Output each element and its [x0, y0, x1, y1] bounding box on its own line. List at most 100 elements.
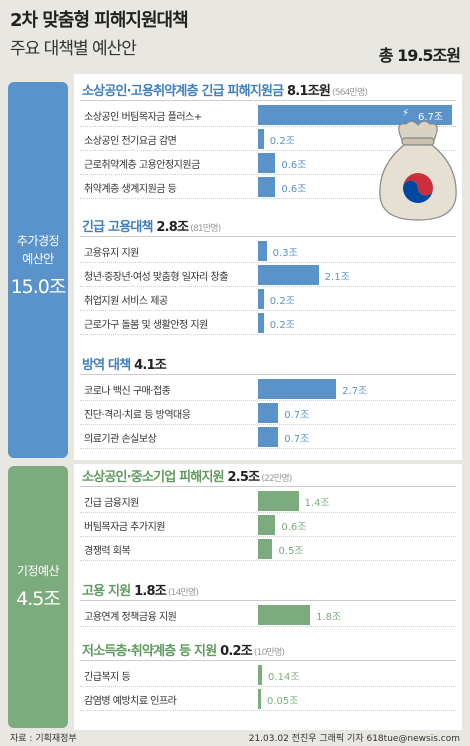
- bar-label: 코로나 백신 구매·접종: [84, 386, 171, 397]
- bar: [258, 427, 279, 447]
- bar: [258, 105, 452, 125]
- bar-label: 청년·중장년·여성 맞춤형 일자리 창출: [84, 272, 228, 283]
- bar-value: 1.8조: [316, 612, 342, 623]
- bar: [258, 313, 264, 333]
- bar-label: 의료기관 손실보상: [84, 434, 157, 445]
- bar-row: 진단·격리·치료 등 방역대응 0.7조: [80, 402, 456, 425]
- bar-label: 근로가구 돌봄 및 생활안정 지원: [84, 320, 208, 331]
- bar: [258, 491, 299, 511]
- row-separator: [80, 710, 456, 711]
- row-separator: [80, 150, 456, 151]
- bar-value: 2.1조: [324, 272, 350, 283]
- bar-value: 1.4조: [304, 498, 330, 509]
- row-separator: [80, 536, 456, 537]
- bar-row: 취업지원 서비스 제공 0.2조: [80, 288, 456, 311]
- section-count: (81만명): [188, 224, 221, 234]
- section-title-0: 소상공인·고용취약계층 긴급 피해지원금 8.1조원 (564만명): [82, 80, 368, 99]
- side-label-extra-budget: 추가경정 예산안 15.0조: [8, 82, 68, 458]
- section-title-1: 긴급 고용대책 2.8조 (81만명): [82, 216, 221, 235]
- bar: [258, 289, 264, 309]
- bar: [258, 241, 267, 261]
- bar-row: 고용유지 지원 0.3조: [80, 240, 456, 263]
- chart-subtitle: 주요 대책별 예산안: [10, 39, 137, 59]
- row-separator: [80, 262, 456, 263]
- bar-value: 0.2조: [269, 320, 295, 331]
- row-separator: [80, 334, 456, 335]
- bar-value: 0.6조: [281, 522, 307, 533]
- existing-budget-amount: 4.5조: [16, 588, 61, 610]
- bar-row: 고용연계 정책금융 지원 1.8조: [80, 604, 456, 627]
- section-name: 소상공인·중소기업 피해지원: [82, 470, 225, 485]
- section-name: 긴급 고용대책: [82, 220, 153, 235]
- existing-budget-label: 기정예산: [16, 564, 60, 578]
- bar-row: 근로취약계층 고용안정지원금 0.6조: [80, 152, 456, 175]
- section-divider: [80, 236, 456, 237]
- section-amount: 2.5조: [223, 470, 261, 485]
- section-amount: 0.2조: [216, 644, 253, 659]
- section-name: 저소득층·취약계층 등 지원: [82, 644, 217, 659]
- bar-label: 긴급복지 등: [84, 672, 131, 683]
- row-separator: [80, 400, 456, 401]
- credit-text: 21.03.02 전진우 그래픽 기자 618tue@newsis.com: [248, 734, 460, 744]
- chart-title: 2차 맞춤형 피해지원대책: [10, 10, 189, 31]
- bar-value: 2.7조: [342, 386, 368, 397]
- bar-row: 소상공인 버팀목자금 플러스+ 6.7조: [80, 104, 456, 127]
- section-divider: [80, 600, 456, 601]
- bar: [258, 177, 276, 197]
- row-separator: [80, 424, 456, 425]
- bar: [258, 665, 263, 685]
- bar-value: 0.3조: [272, 248, 298, 259]
- section-title-3: 소상공인·중소기업 피해지원 2.5조 (22만명): [82, 466, 292, 485]
- bar-label: 근로취약계층 고용안정지원금: [84, 160, 200, 171]
- bar-row: 경쟁력 회복 0.5조: [80, 538, 456, 561]
- bar-label: 소상공인 버팀목자금 플러스+: [84, 112, 202, 123]
- bar-label: 취업지원 서비스 제공: [84, 296, 168, 307]
- bar: [258, 153, 276, 173]
- bar-row: 취약계층 생계지원금 등 0.6조: [80, 176, 456, 199]
- section-divider: [80, 374, 456, 375]
- section-amount: 8.1조원: [283, 84, 331, 99]
- bar: [258, 129, 264, 149]
- bar-label: 고용유지 지원: [84, 248, 139, 259]
- section-divider: [80, 100, 456, 101]
- bar: [258, 379, 337, 399]
- bar-value: 0.6조: [281, 184, 307, 195]
- bar: [258, 515, 276, 535]
- bar-value: 0.7조: [284, 434, 310, 445]
- bar-label: 고용연계 정책금융 지원: [84, 612, 177, 623]
- bar-row: 청년·중장년·여성 맞춤형 일자리 창출 2.1조: [80, 264, 456, 287]
- section-name: 고용 지원: [82, 584, 131, 599]
- extra-budget-label-2: 예산안: [22, 252, 54, 266]
- lightning-icon: ⚡: [402, 108, 410, 119]
- bar-row: 의료기관 손실보상 0.7조: [80, 426, 456, 449]
- row-separator: [80, 626, 456, 627]
- source-text: 자료 : 기획재정부: [10, 734, 77, 744]
- bar-label: 긴급 금융지원: [84, 498, 139, 509]
- bar-value: 0.5조: [278, 546, 304, 557]
- bar: [258, 403, 279, 423]
- section-name: 소상공인·고용취약계층 긴급 피해지원금: [82, 84, 284, 99]
- bar-label: 진단·격리·치료 등 방역대응: [84, 410, 191, 421]
- row-separator: [80, 512, 456, 513]
- bar-value: 6.7조: [418, 112, 444, 123]
- row-separator: [80, 286, 456, 287]
- row-separator: [80, 448, 456, 449]
- bar-value: 0.05조: [267, 696, 299, 707]
- bar-row: 버팀목자금 추가지원 0.6조: [80, 514, 456, 537]
- bar-row: 감염병 예방치료 인프라 0.05조: [80, 688, 456, 711]
- section-count: (14만명): [165, 588, 199, 598]
- section-divider: [80, 486, 456, 487]
- side-label-existing-budget: 기정예산 4.5조: [8, 466, 68, 728]
- bar-value: 0.7조: [284, 410, 310, 421]
- bar: [258, 689, 261, 709]
- section-amount: 1.8조: [130, 584, 167, 599]
- bar-row: 긴급 금융지원 1.4조: [80, 490, 456, 513]
- bar-label: 감염병 예방치료 인프라: [84, 696, 177, 707]
- section-name: 방역 대책: [82, 358, 131, 373]
- total-amount: 총 19.5조원: [378, 46, 461, 65]
- section-count: (22만명): [259, 474, 292, 484]
- bar-label: 경쟁력 회복: [84, 546, 131, 557]
- bar-row: 코로나 백신 구매·접종 2.7조: [80, 378, 456, 401]
- row-separator: [80, 174, 456, 175]
- row-separator: [80, 560, 456, 561]
